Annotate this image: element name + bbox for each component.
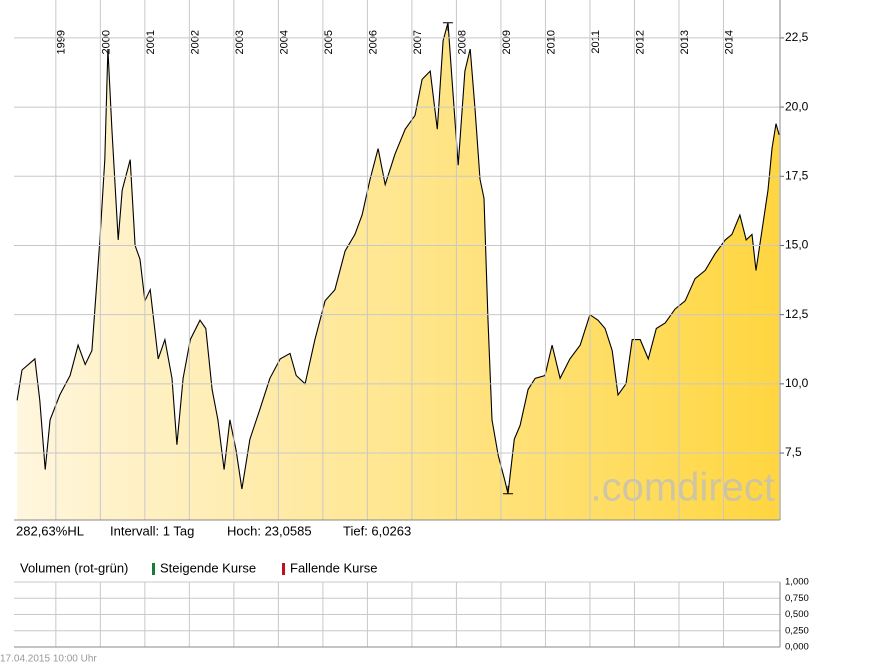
y-tick-label: 12,5 [785, 307, 809, 321]
x-tick-label: 2005 [323, 30, 335, 54]
x-tick-label: 2013 [679, 30, 691, 54]
legend-swatch [152, 563, 155, 575]
y-tick-label: 15,0 [785, 238, 809, 252]
x-tick-label: 2012 [634, 30, 646, 54]
y-tick-label: 10,0 [785, 376, 809, 390]
x-tick-label: 2011 [590, 30, 602, 54]
legend-label: Fallende Kurse [290, 560, 377, 575]
extreme-marker [503, 485, 514, 495]
y-tick-label: 1,000 [785, 577, 809, 588]
x-tick-label: 1999 [56, 30, 68, 54]
price-area [17, 22, 780, 520]
y-tick-label: 0,250 [785, 625, 809, 636]
stat-text: Intervall: 1 Tag [110, 523, 194, 538]
y-tick-label: 0,000 [785, 642, 809, 653]
x-tick-label: 2003 [234, 30, 246, 54]
y-tick-label: 17,5 [785, 168, 809, 182]
x-tick-label: 2001 [145, 30, 157, 54]
y-tick-label: 20,0 [785, 99, 809, 113]
y-tick-label: 22,5 [785, 30, 809, 44]
x-tick-label: 2008 [456, 30, 468, 54]
x-tick-label: 2000 [100, 30, 112, 54]
volume-title: Volumen (rot-grün) [20, 560, 128, 575]
stat-text: Hoch: 23,0585 [227, 523, 312, 538]
x-tick-label: 2002 [189, 30, 201, 54]
y-tick-label: 0,750 [785, 593, 809, 604]
y-tick-label: 0,500 [785, 609, 809, 620]
x-tick-label: 2010 [545, 30, 557, 54]
x-tick-label: 2007 [412, 30, 424, 54]
legend-label: Steigende Kurse [160, 560, 256, 575]
x-tick-label: 2004 [278, 30, 290, 54]
watermark: .comdirect [591, 466, 776, 510]
footer: 17.04.2015 10:00 Uhr [0, 654, 97, 665]
x-tick-label: 2009 [501, 30, 513, 54]
stat-text: Tief: 6,0263 [343, 523, 411, 538]
extreme-marker [442, 22, 453, 31]
price-line [16, 22, 780, 494]
stat-text: 282,63%HL [16, 523, 84, 538]
y-tick-label: 7,5 [785, 445, 802, 459]
x-tick-label: 2006 [367, 30, 379, 54]
x-tick-label: 2014 [723, 30, 735, 54]
legend-swatch [282, 563, 285, 575]
